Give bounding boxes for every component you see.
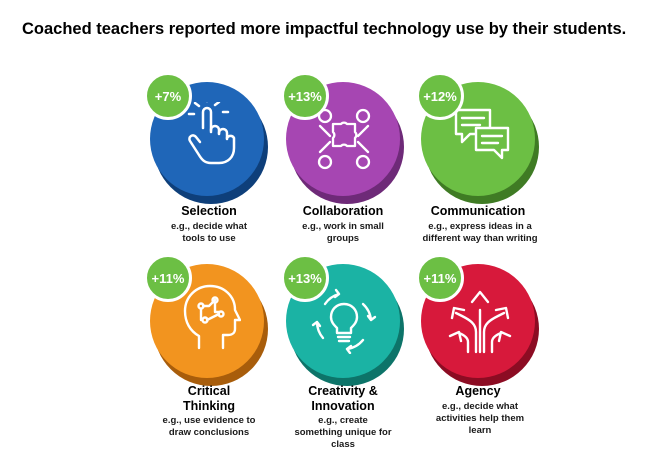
item-selection: +7% Selection e.g., decide what tools to…	[109, 70, 309, 250]
percent-badge: +7%	[144, 72, 192, 120]
item-label: Critical Thinking	[182, 384, 236, 413]
lightbulb-cycle-icon	[311, 288, 377, 359]
item-label: Communication	[430, 204, 526, 218]
item-collaboration: +13% Collaboration e.g., work in small g…	[243, 70, 443, 250]
percent-badge: +12%	[416, 72, 464, 120]
item-label: Agency	[455, 384, 501, 398]
page-title: Coached teachers reported more impactful…	[22, 20, 627, 38]
item-label: Selection	[181, 204, 237, 218]
item-communication: +12% Communication e.g., express ideas i…	[378, 70, 578, 250]
item-creativity: +13% Creativity & Innovation e.g., creat…	[243, 252, 443, 450]
percent-badge: +13%	[281, 254, 329, 302]
item-agency: +11% Agency e.g., decide what activities…	[378, 252, 578, 442]
diverging-arrows-icon	[448, 288, 512, 359]
chat-bubbles-icon	[452, 106, 512, 167]
item-description: e.g., create something unique for class	[294, 415, 392, 450]
percent-badge: +13%	[281, 72, 329, 120]
item-description: e.g., use evidence to draw conclusions	[162, 415, 256, 438]
item-label: Collaboration	[302, 204, 384, 218]
item-description: e.g., decide what tools to use	[170, 221, 248, 244]
people-puzzle-icon	[311, 106, 377, 177]
pointer-hand-icon	[181, 96, 239, 171]
item-description: e.g., express ideas in a different way t…	[422, 221, 538, 244]
percent-badge: +11%	[144, 254, 192, 302]
percent-badge: +11%	[416, 254, 464, 302]
brain-head-icon	[181, 282, 242, 357]
item-description: e.g., decide what activities help them l…	[435, 401, 525, 436]
item-critical-thinking: +11% Critical Thinking e.g., use evidenc…	[109, 252, 309, 442]
item-label: Creativity & Innovation	[308, 384, 378, 413]
item-description: e.g., work in small groups	[302, 221, 384, 244]
